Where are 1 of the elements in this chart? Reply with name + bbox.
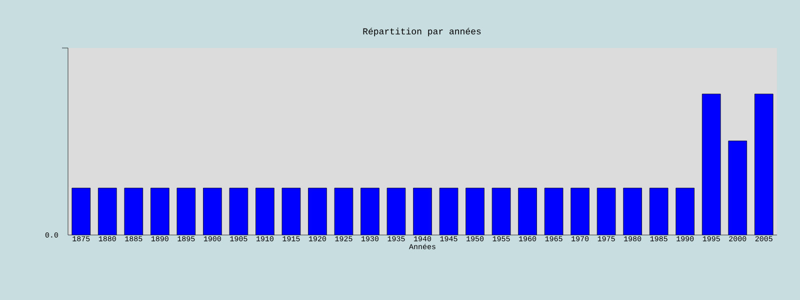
chart-title: Répartition par années <box>363 28 481 36</box>
